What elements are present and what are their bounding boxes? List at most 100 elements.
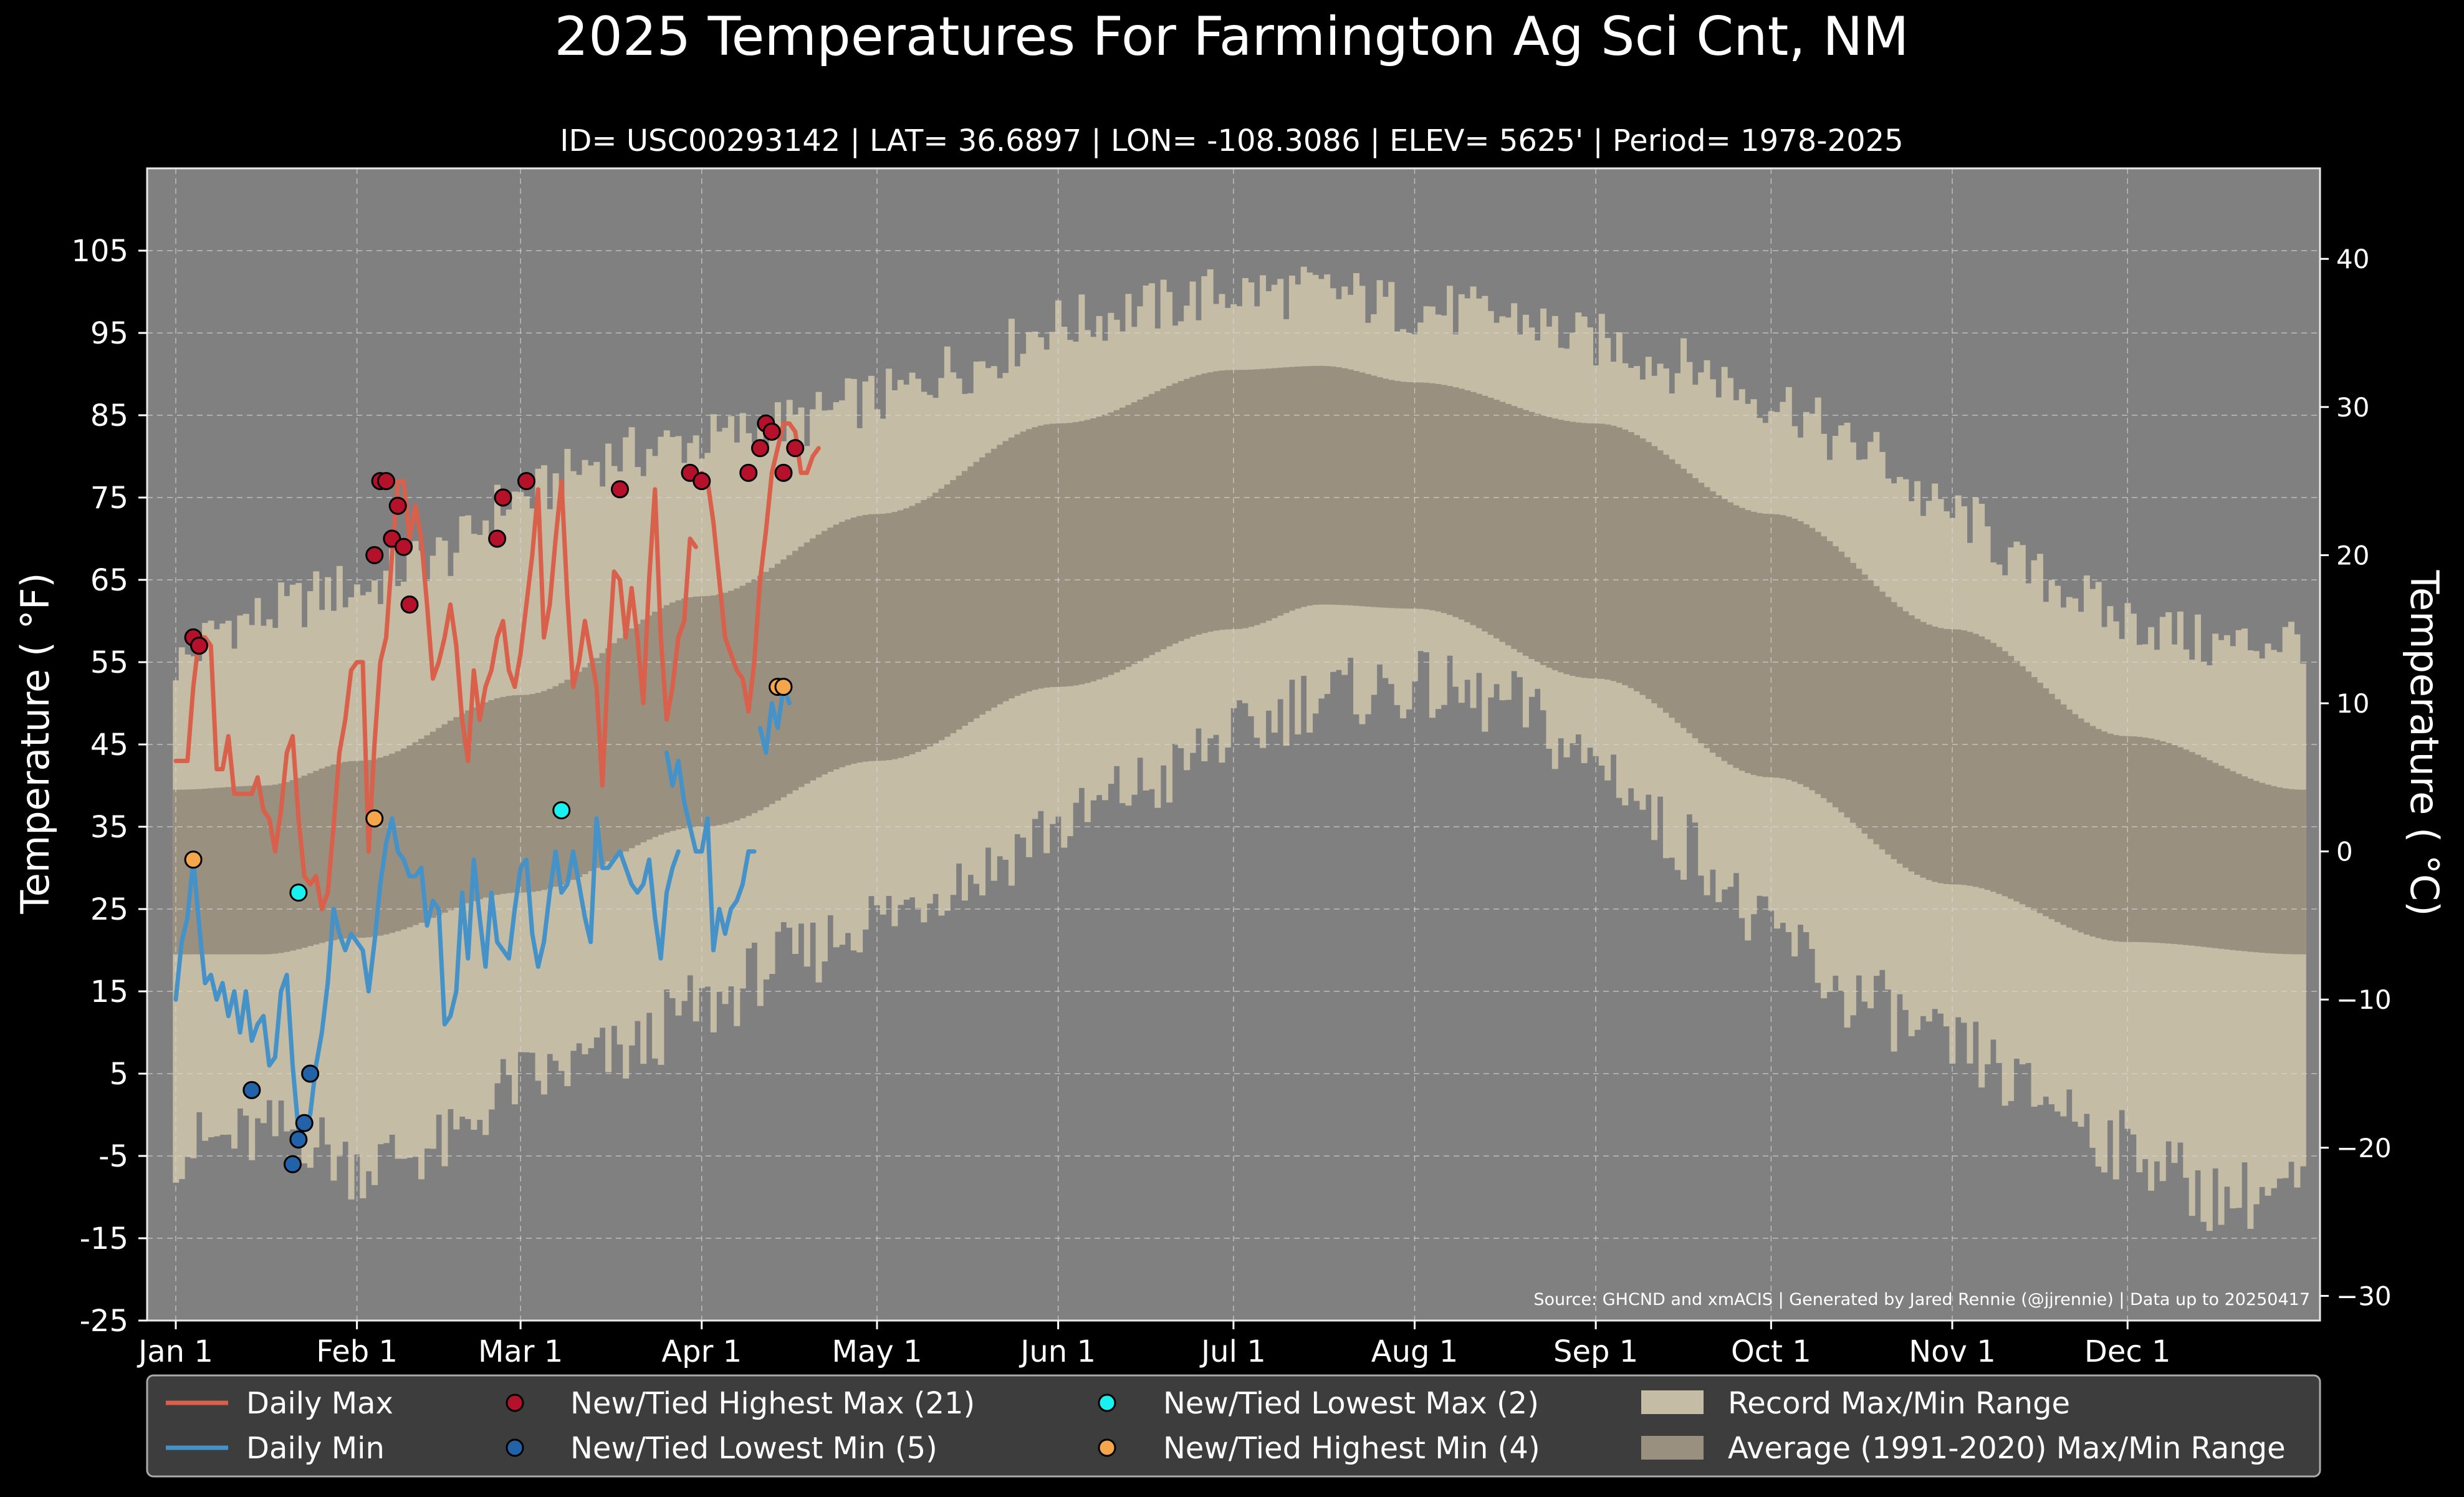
normal-range-bar xyxy=(897,510,904,758)
normal-range-bar xyxy=(1914,619,1921,875)
normal-range-bar xyxy=(1108,412,1115,675)
normal-range-bar xyxy=(1137,399,1144,662)
x-tick-label: Feb 1 xyxy=(316,1334,398,1369)
normal-range-bar xyxy=(722,592,729,824)
normal-range-bar xyxy=(2008,656,2015,899)
normal-range-bar xyxy=(803,542,810,784)
normal-range-bar xyxy=(178,789,185,955)
normal-range-bar xyxy=(2001,651,2008,897)
normal-range-bar xyxy=(997,445,1004,705)
normal-range-bar xyxy=(2223,768,2230,950)
normal-range-bar xyxy=(1873,585,1880,845)
normal-range-bar xyxy=(886,513,893,761)
daily-max-line xyxy=(769,421,821,475)
normal-range-bar xyxy=(739,585,746,819)
normal-range-bar xyxy=(1768,514,1775,777)
highest-min-marker xyxy=(184,850,203,869)
normal-range-bar xyxy=(1756,513,1763,777)
normal-range-bar xyxy=(1680,468,1687,728)
normal-range-bar xyxy=(938,488,945,741)
right-tick-label: 0 xyxy=(2336,837,2353,867)
normal-range-bar xyxy=(1814,532,1821,794)
normal-range-bar xyxy=(1955,629,1962,885)
normal-range-bar xyxy=(1236,370,1243,629)
normal-range-bar xyxy=(973,461,980,719)
normal-range-bar xyxy=(1908,615,1915,872)
normal-range-bar xyxy=(2054,699,2061,922)
normal-range-bar xyxy=(623,633,630,852)
normal-range-bar xyxy=(1166,385,1173,647)
normal-range-bar xyxy=(909,506,916,754)
normal-range-bar xyxy=(990,448,997,708)
normal-range-bar xyxy=(856,516,863,763)
normal-range-bar xyxy=(284,782,290,952)
x-tick-label: Oct 1 xyxy=(1731,1334,1811,1369)
normal-range-bar xyxy=(1932,626,1939,882)
normal-range-bar xyxy=(593,658,600,869)
normal-range-bar xyxy=(372,759,378,937)
normal-range-bar xyxy=(2119,736,2126,942)
right-tick-label: 10 xyxy=(2336,688,2369,719)
normal-range-bar xyxy=(1943,628,1950,884)
normal-range-bar xyxy=(1277,367,1284,616)
highest-min-marker xyxy=(774,678,793,696)
normal-range-bar xyxy=(1604,424,1611,680)
normal-range-bar xyxy=(342,761,349,939)
normal-range-bar xyxy=(2259,782,2266,953)
normal-range-bar xyxy=(2183,749,2190,945)
x-tick-label: Dec 1 xyxy=(2084,1334,2171,1369)
normal-range-bar xyxy=(1475,393,1482,628)
normal-range-bar xyxy=(319,768,325,943)
normal-range-bar xyxy=(1482,395,1488,632)
normal-range-bar xyxy=(1709,491,1716,753)
normal-range-bar xyxy=(1745,510,1752,773)
highest-max-marker xyxy=(388,496,407,515)
normal-range-bar xyxy=(1020,431,1027,694)
normal-range-bar xyxy=(757,575,764,811)
highest-max-marker xyxy=(517,472,535,491)
normal-range-bar xyxy=(1522,410,1529,656)
x-axis-ticks: Jan 1 Feb 1 Mar 1 Apr 1 May 1 Jun 1 Jul 1 Aug 1… xyxy=(137,1321,2171,1369)
normal-range-bar xyxy=(1143,397,1149,658)
right-tick-label: 30 xyxy=(2336,392,2369,423)
normal-range-bar xyxy=(2036,683,2043,913)
normal-range-bar xyxy=(2165,743,2172,944)
normal-range-bar xyxy=(2253,781,2260,953)
normal-range-bar xyxy=(833,524,840,769)
normal-range-bar xyxy=(1669,459,1675,718)
normal-range-bar xyxy=(1306,366,1313,606)
normal-range-bar xyxy=(465,710,472,903)
left-axis-ticks: 105 95 85 75 65 55 45 35 25 15 5 -5 -15 -25 xyxy=(71,234,147,1339)
normal-range-bar xyxy=(1219,370,1225,630)
normal-range-bar xyxy=(1645,442,1652,700)
normal-range-bar xyxy=(1856,569,1862,829)
normal-range-bar xyxy=(1288,367,1295,611)
normal-range-bar xyxy=(1335,367,1342,605)
highest-max-marker xyxy=(751,439,769,458)
normal-range-bar xyxy=(313,771,320,945)
normal-range-bar xyxy=(2107,733,2114,941)
normal-range-bar xyxy=(1925,624,1932,880)
normal-range-bar xyxy=(2265,784,2271,953)
normal-range-bar xyxy=(1896,607,1903,864)
left-tick-label: 105 xyxy=(71,234,128,269)
normal-range-bar xyxy=(1330,366,1336,605)
normal-range-bar xyxy=(1546,416,1553,668)
daily-min-line xyxy=(173,816,681,1134)
normal-range-bar xyxy=(459,713,466,906)
normal-range-bar xyxy=(266,785,273,955)
legend-highest-max-marker xyxy=(506,1394,524,1412)
normal-range-bar xyxy=(944,484,951,737)
normal-range-bar xyxy=(798,546,805,787)
normal-range-bar xyxy=(1423,382,1430,610)
normal-range-bar xyxy=(646,615,653,840)
normal-range-bar xyxy=(985,453,992,711)
normal-range-bar xyxy=(1885,597,1892,855)
normal-range-bar xyxy=(1382,378,1389,608)
left-tick-label: 45 xyxy=(90,728,128,763)
normal-range-bar xyxy=(1201,373,1208,633)
x-tick-label: Aug 1 xyxy=(1371,1334,1459,1369)
normal-range-bar xyxy=(1704,487,1710,748)
normal-range-bar xyxy=(348,761,355,938)
normal-range-bar xyxy=(675,600,682,830)
